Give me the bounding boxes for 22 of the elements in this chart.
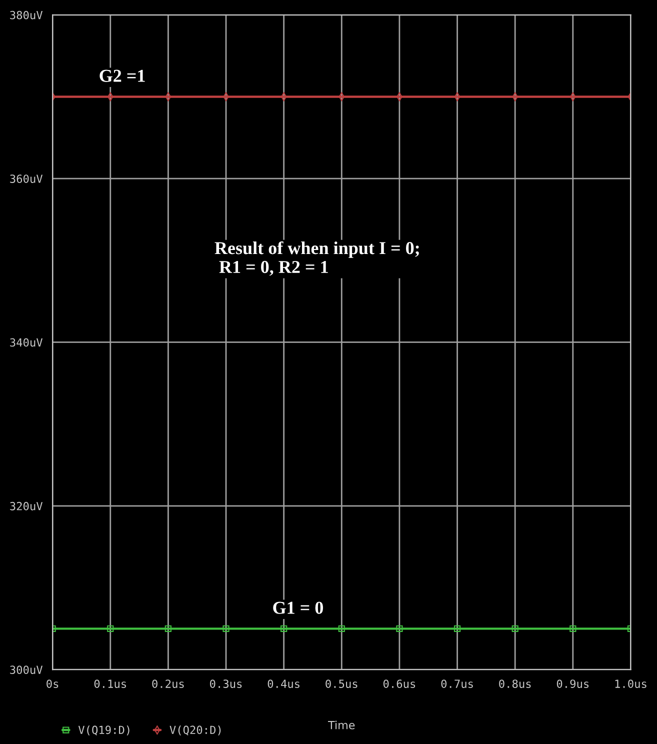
legend-label: V(Q19:D): [78, 726, 130, 736]
x-tick-label: 0.1us: [94, 680, 126, 688]
y-tick-label: 300uV: [10, 666, 43, 674]
annotation: G2 =1: [100, 70, 145, 82]
x-tick-label: 0.2us: [152, 680, 184, 688]
y-tick-label: 320uV: [10, 502, 43, 510]
x-tick-label: 0.3us: [210, 680, 242, 688]
x-tick-label: 0.7us: [441, 680, 473, 688]
annotation: G1 = 0: [273, 602, 323, 614]
legend-label: V(Q20:D): [170, 726, 221, 736]
x-tick-label: 0.4us: [268, 680, 300, 688]
x-tick-label: 0.8us: [499, 680, 531, 688]
x-tick-label: 0.9us: [556, 680, 589, 688]
x-tick-label: 0.6us: [383, 680, 416, 688]
annotation: Result of when input I = 0; R1 = 0, R2 = 1: [214, 241, 419, 276]
x-axis-title: Time: [328, 720, 355, 730]
y-tick-label: 360uV: [10, 174, 43, 183]
x-tick-label: 0s: [46, 680, 58, 688]
y-tick-label: 380uV: [10, 10, 43, 20]
x-tick-label: 1.0us: [615, 680, 646, 688]
x-tick-label: 0.5us: [326, 680, 358, 688]
y-tick-label: 340uV: [10, 338, 43, 347]
